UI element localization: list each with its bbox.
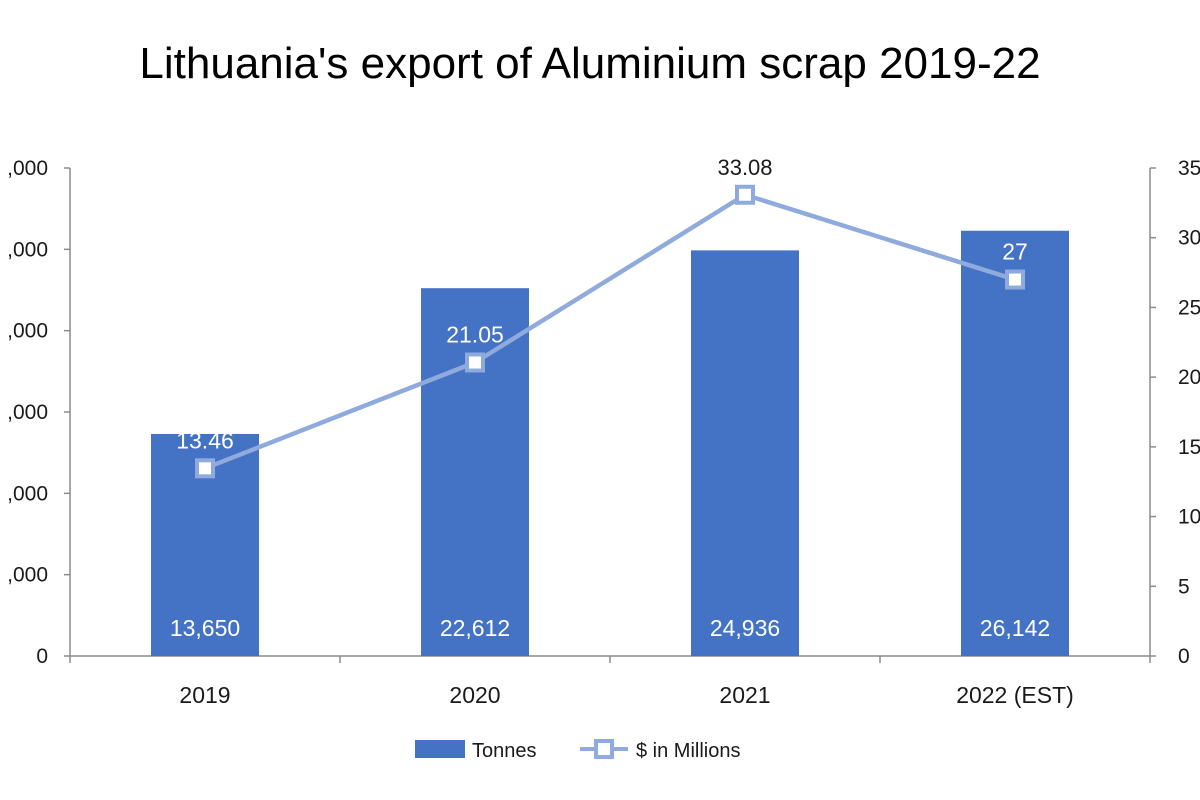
- line-data-label: 13.46: [176, 427, 234, 453]
- legend-label-usd: $ in Millions: [636, 740, 740, 762]
- right-tick-label: 30: [1178, 227, 1200, 250]
- legend: Tonnes $ in Millions: [415, 739, 740, 762]
- left-tick-label: ,000: [7, 320, 48, 343]
- left-tick-label: ,000: [7, 157, 48, 180]
- right-tick-label: 10: [1178, 506, 1200, 529]
- bar-tonnes: [961, 230, 1069, 656]
- chart-title: Lithuania's export of Aluminium scrap 20…: [139, 39, 1040, 88]
- x-tick-label: 2021: [719, 682, 770, 708]
- line-point-usd: [1005, 269, 1025, 290]
- bar-data-label: 22,612: [440, 615, 510, 641]
- x-tick-label: 2022 (EST): [956, 682, 1074, 708]
- line-data-label: 27: [1002, 239, 1028, 265]
- line-point-usd: [195, 458, 215, 479]
- right-tick-label: 0: [1178, 645, 1190, 668]
- right-tick-label: 15: [1178, 436, 1200, 459]
- bar-tonnes: [691, 250, 799, 657]
- left-tick-label: ,000: [7, 401, 48, 424]
- bar-data-label: 24,936: [710, 615, 780, 641]
- line-data-label: 33.08: [717, 155, 772, 180]
- line-usd-millions: [204, 192, 1016, 471]
- legend-swatch-tonnes: [415, 740, 465, 758]
- left-tick-label: ,000: [7, 482, 48, 505]
- right-tick-label: 20: [1178, 366, 1200, 389]
- line-point-usd: [735, 184, 755, 205]
- plot-area: 0 ,000 ,000 ,000 ,000 ,000 ,000 0 5 10 15 20 25 30 35 2…: [7, 155, 1200, 708]
- bar-data-label: 26,142: [980, 615, 1050, 641]
- legend-marker-usd: [594, 739, 614, 759]
- line-point-usd: [465, 352, 485, 373]
- legend-label-tonnes: Tonnes: [472, 740, 537, 762]
- x-tick-label: 2019: [179, 682, 230, 708]
- line-data-label: 21.05: [446, 322, 504, 348]
- right-tick-label: 35: [1178, 157, 1200, 180]
- left-tick-label: ,000: [7, 564, 48, 587]
- x-tick-label: 2020: [449, 682, 500, 708]
- left-tick-label: 0: [36, 645, 48, 668]
- bar-data-label: 13,650: [170, 615, 240, 641]
- left-tick-label: ,000: [7, 238, 48, 261]
- right-tick-label: 5: [1178, 575, 1190, 598]
- right-tick-label: 25: [1178, 296, 1200, 319]
- bar-tonnes: [421, 288, 529, 656]
